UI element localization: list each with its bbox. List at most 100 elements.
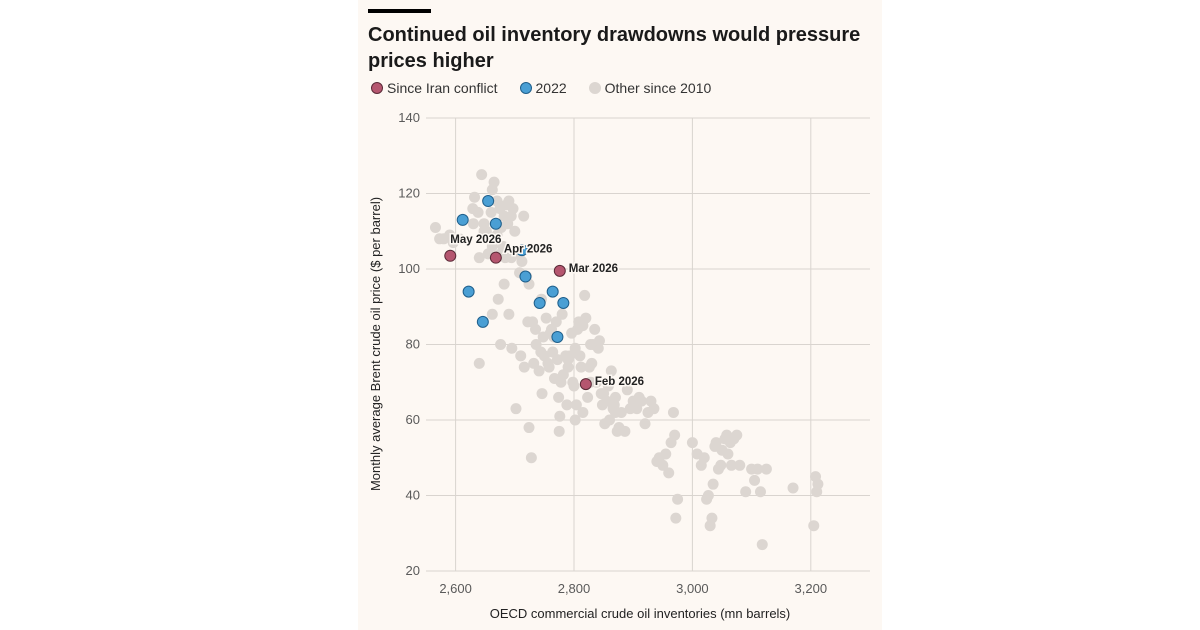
data-point [533, 365, 545, 377]
data-point [574, 350, 586, 362]
data-point [672, 493, 684, 505]
data-point [580, 312, 592, 324]
data-point [562, 354, 574, 366]
data-point [670, 512, 682, 524]
annotation-label: Apr 2026 [504, 244, 553, 256]
x-tick-label: 3,200 [795, 581, 828, 596]
grid [426, 117, 870, 572]
y-tick-label: 60 [406, 412, 420, 427]
data-point [485, 206, 497, 218]
data-point [667, 406, 679, 418]
data-point [579, 378, 592, 391]
data-point [546, 285, 559, 298]
y-tick-label: 100 [398, 261, 420, 276]
data-point [553, 391, 565, 403]
data-point [604, 414, 616, 426]
data-point [669, 429, 681, 441]
data-point [585, 339, 597, 350]
data-point [476, 169, 488, 181]
data-point [553, 264, 566, 277]
data-point [808, 520, 820, 532]
data-point [467, 218, 479, 230]
data-point [619, 425, 631, 437]
x-tick-label: 2,600 [439, 581, 472, 596]
data-point [590, 376, 602, 388]
data-point [609, 391, 621, 403]
data-point [561, 399, 573, 411]
data-point [476, 315, 489, 328]
data-point [756, 539, 768, 551]
y-tick-label: 120 [398, 186, 420, 201]
data-point [707, 478, 719, 490]
data-point [722, 448, 734, 460]
data-point [557, 296, 570, 309]
data-point [489, 251, 502, 264]
data-point [593, 335, 605, 347]
y-axis-label: Monthly average Brent crude oil price ($… [368, 197, 383, 491]
y-tick-label: 80 [406, 337, 420, 352]
x-axis-label: OECD commercial crude oil inventories (m… [490, 606, 791, 621]
data-point [635, 395, 647, 407]
data-point [503, 308, 515, 320]
series-0 [429, 169, 824, 551]
data-point [462, 285, 475, 298]
data-point [579, 289, 591, 301]
data-point [543, 361, 555, 373]
legend-swatch-iran [371, 82, 383, 94]
data-point [731, 429, 743, 441]
chart-card: Continued oil inventory drawdowns would … [358, 0, 882, 630]
data-point [569, 414, 581, 426]
data-point [506, 342, 518, 354]
data-point [760, 463, 772, 475]
data-point [518, 210, 530, 222]
y-tick-label: 140 [398, 110, 420, 125]
data-point [570, 399, 582, 411]
data-point [489, 217, 502, 230]
legend-label-other: Other since 2010 [604, 80, 712, 96]
legend-swatch-2022 [519, 82, 532, 94]
data-point [575, 361, 587, 373]
data-point [740, 486, 752, 498]
legend-item-iran: Since Iran conflict [371, 80, 498, 96]
data-point [725, 459, 737, 471]
legend-item-2022: 2022 [519, 80, 567, 96]
data-point [568, 380, 580, 392]
data-point [787, 482, 799, 494]
tick-labels: 20 40 60 80 100 120 140 2,600 2,800 3,000 3,200 [398, 110, 827, 596]
data-point [498, 278, 510, 290]
data-point [510, 403, 522, 415]
data-point [550, 316, 562, 328]
legend: Since Iran conflict 2022 Other since 201… [371, 80, 733, 96]
data-point [453, 233, 465, 245]
data-point [551, 354, 563, 366]
data-point [469, 191, 481, 203]
data-point [486, 240, 498, 252]
data-point [492, 293, 504, 305]
data-points [429, 169, 824, 551]
data-point [639, 418, 651, 430]
data-point [473, 357, 485, 369]
series-2 [444, 249, 592, 391]
data-point [444, 249, 457, 262]
y-tick-label: 40 [406, 488, 420, 503]
chart-title: Continued oil inventory drawdowns would … [368, 24, 861, 72]
data-point [589, 323, 601, 335]
data-point [715, 459, 727, 471]
data-point [523, 422, 535, 434]
data-point [429, 221, 441, 233]
data-point [495, 339, 507, 350]
data-point [488, 176, 500, 188]
data-point [478, 225, 490, 237]
data-point [702, 490, 714, 501]
data-point [582, 391, 594, 403]
data-point [519, 270, 532, 283]
data-point [660, 448, 672, 460]
data-point [605, 365, 617, 377]
data-point [706, 512, 718, 524]
data-point [509, 225, 521, 237]
data-point [482, 195, 495, 208]
data-point [710, 437, 722, 449]
legend-label-iran: Since Iran conflict [387, 80, 498, 96]
